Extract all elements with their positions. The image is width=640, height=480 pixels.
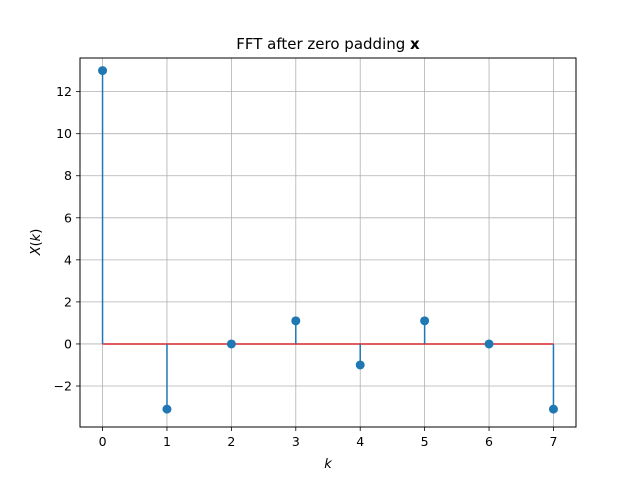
x-tick-label: 6: [485, 434, 493, 449]
stem-marker: [484, 339, 494, 349]
stem-marker: [291, 316, 301, 326]
y-tick-label: 12: [56, 84, 72, 99]
stem-marker: [548, 404, 558, 414]
y-tick-label: 8: [64, 168, 72, 183]
stem-marker: [226, 339, 236, 349]
y-tick-label: 4: [64, 252, 72, 267]
x-tick-label: 2: [227, 434, 235, 449]
stem-marker: [355, 360, 365, 370]
stem-series: [98, 66, 558, 414]
y-tick-label: 0: [64, 336, 72, 351]
y-axis-label-open: (: [29, 241, 44, 246]
chart-title-bold: x: [410, 35, 420, 53]
x-axis-label: k: [324, 457, 332, 472]
chart-title-text: FFT after zero padding: [236, 35, 410, 53]
y-tick-label: −2: [54, 379, 72, 394]
x-tick-label: 4: [356, 434, 364, 449]
x-tick-label: 0: [99, 434, 107, 449]
grid-lines: [80, 58, 576, 427]
y-tick-label: 10: [56, 126, 72, 141]
plot-frame: [79, 57, 577, 428]
stem-marker: [420, 316, 430, 326]
x-tick-label: 3: [292, 434, 300, 449]
y-tick-label: 6: [64, 210, 72, 225]
x-tick-label: 7: [549, 434, 557, 449]
y-axis-label-arg: k: [29, 233, 44, 241]
y-axis-ticks: −2 0 2 4 6 8 10 12: [54, 84, 80, 394]
y-axis-label-close: ): [29, 229, 44, 234]
y-axis-label-var: X: [29, 245, 44, 256]
chart-title: FFT after zero padding x: [236, 35, 420, 53]
x-tick-label: 5: [421, 434, 429, 449]
stem-marker: [98, 66, 108, 76]
stem-marker: [162, 404, 172, 414]
x-axis-ticks: 0 1 2 3 4 5 6 7: [99, 427, 557, 449]
x-tick-label: 1: [163, 434, 171, 449]
y-axis-label: X(k): [29, 229, 44, 257]
y-tick-label: 2: [64, 294, 72, 309]
